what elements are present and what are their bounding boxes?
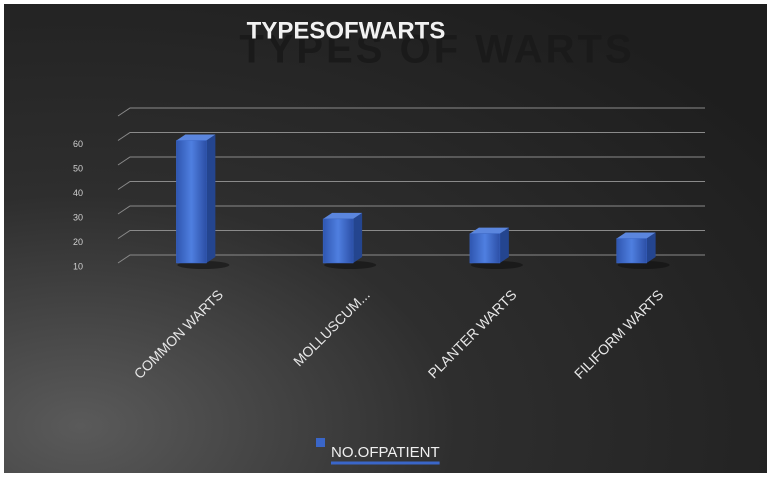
y-tick-label: 20: [73, 237, 83, 247]
bar: [322, 218, 354, 264]
grid-line: [117, 181, 705, 190]
bar: [176, 140, 207, 264]
legend-swatch: [316, 438, 325, 447]
y-tick-label: 60: [73, 139, 83, 149]
grid-line: [117, 132, 705, 141]
bar-top: [469, 227, 509, 234]
grid-line: [117, 156, 705, 166]
bar-side: [499, 227, 509, 263]
y-tick-label: 40: [73, 188, 83, 198]
bar-top: [176, 134, 216, 141]
title-shadow: TYPES OF WARTS: [239, 28, 634, 72]
grid-line: [117, 254, 705, 264]
bar-side: [206, 134, 216, 263]
bar-side: [353, 212, 363, 263]
grid-line: [117, 230, 705, 239]
grid-line: [117, 205, 705, 215]
plot-top: [117, 107, 705, 117]
y-tick-label: 10: [73, 261, 83, 271]
bar-top: [616, 232, 656, 239]
chart-title: TYPESOFWARTS: [247, 17, 446, 44]
legend-label: NO.OFPATIENT: [331, 444, 440, 461]
bar-top: [323, 212, 363, 219]
y-tick-label: 30: [73, 212, 83, 222]
bar: [469, 233, 501, 264]
y-tick-label: 50: [73, 163, 83, 173]
bar-side: [646, 232, 656, 263]
bar: [616, 238, 647, 264]
